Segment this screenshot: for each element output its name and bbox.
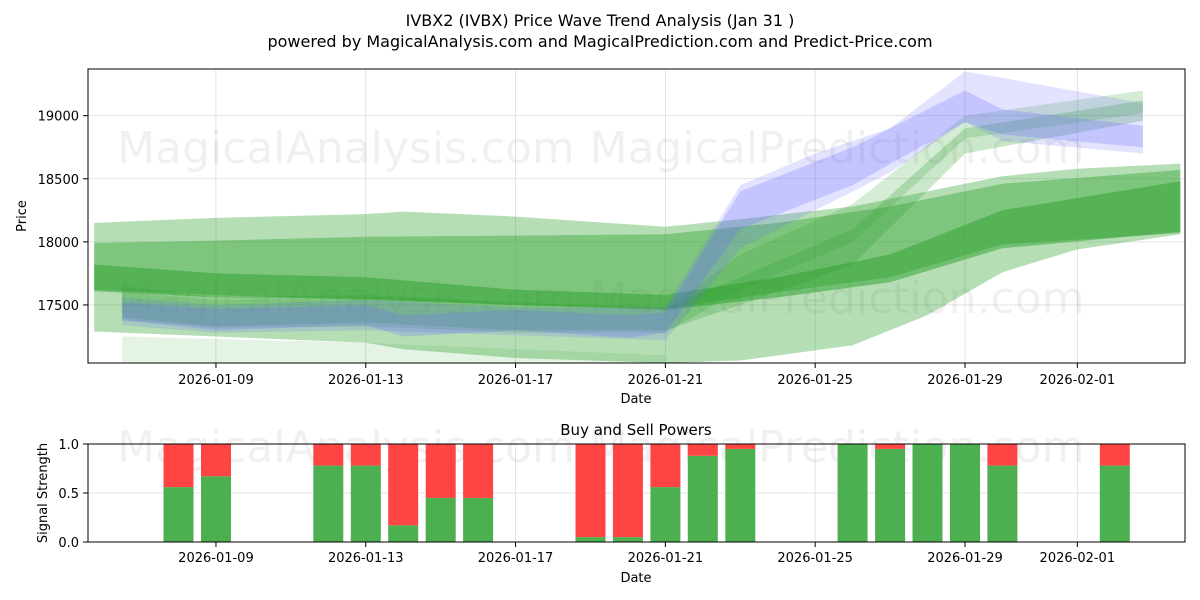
sell-bar — [987, 444, 1018, 466]
buy-bar — [163, 487, 194, 542]
buy-bar — [350, 465, 381, 542]
signal-y-tick-label: 0.0 — [58, 536, 79, 551]
watermark-2: MagicalPrediction.com — [590, 123, 1085, 174]
price-y-tick-label: 18500 — [38, 173, 79, 188]
buy-bar — [388, 525, 419, 542]
price-x-tick-label: 2026-01-25 — [777, 373, 853, 388]
sell-bar — [163, 444, 194, 488]
chart-title: IVBX2 (IVBX) Price Wave Trend Analysis (… — [406, 11, 795, 30]
wave-band-green-fade — [122, 336, 666, 363]
buy-bar — [987, 465, 1018, 542]
price-axes-frame — [87, 68, 1186, 364]
price-y-ticks: 17500 18000 18500 19000 — [38, 110, 88, 314]
wave-band-green-rise-1 — [122, 100, 1143, 331]
sell-bar — [687, 444, 718, 456]
buy-bar — [837, 444, 868, 542]
wave-band-blue-wave-1 — [122, 90, 1143, 338]
signal-x-tick-label: 2026-01-13 — [328, 551, 404, 566]
buy-bar — [725, 448, 756, 542]
sell-bar — [1099, 444, 1130, 466]
wave-band-green-wave-mid — [94, 169, 1181, 309]
price-grid — [88, 69, 1185, 363]
sell-bar — [201, 444, 231, 477]
buy-bar — [463, 497, 494, 542]
sell-bar — [313, 444, 344, 466]
signal-x-tick-label: 2026-01-09 — [178, 551, 254, 566]
chart-subtitle: powered by MagicalAnalysis.com and Magic… — [267, 32, 932, 51]
sell-bar — [612, 444, 643, 538]
price-x-tick-label: 2026-01-29 — [927, 373, 1003, 388]
sell-bar — [463, 444, 494, 498]
price-y-tick-label: 19000 — [38, 110, 79, 125]
price-y-label: Price — [15, 200, 30, 232]
buy-bar — [201, 476, 231, 542]
signal-x-tick-label: 2026-01-29 — [927, 551, 1003, 566]
wave-band-green-rise-2 — [122, 90, 1143, 333]
sell-bar — [388, 444, 419, 526]
price-x-tick-label: 2026-01-09 — [178, 373, 254, 388]
signal-x-tick-label: 2026-02-01 — [1040, 551, 1116, 566]
price-y-tick-label: 18000 — [38, 236, 79, 251]
sell-bar — [725, 444, 756, 449]
sell-bar — [875, 444, 906, 449]
buy-bar — [650, 487, 681, 542]
signal-x-tick-label: 2026-01-21 — [628, 551, 704, 566]
watermark-1: MagicalAnalysis.com — [117, 123, 575, 174]
sell-bar — [575, 444, 606, 538]
price-x-ticks: 2026-01-09 2026-01-13 2026-01-17 2026-01-21… — [178, 363, 1115, 388]
wave-band-green-wave-wide — [94, 163, 1181, 363]
wave-band-blue-wave-2 — [122, 71, 1143, 341]
price-x-label: Date — [620, 392, 651, 407]
wave-band-green-wave-core — [94, 181, 1181, 310]
signal-x-label: Date — [620, 571, 651, 586]
signal-title: Buy and Sell Powers — [560, 421, 712, 439]
sell-bar — [650, 444, 681, 488]
signal-panel: Buy and Sell Powers MagicalAnalysis.com … — [36, 421, 1186, 586]
signal-x-tick-label: 2026-01-17 — [478, 551, 554, 566]
price-x-tick-label: 2026-01-21 — [628, 373, 704, 388]
buy-bar — [313, 465, 344, 542]
price-x-tick-label: 2026-01-17 — [478, 373, 554, 388]
buy-bar — [612, 537, 643, 542]
signal-y-tick-label: 1.0 — [58, 438, 79, 453]
buy-bar — [875, 448, 906, 542]
price-x-tick-label: 2026-02-01 — [1040, 373, 1116, 388]
signal-y-ticks: 0.0 0.5 1.0 — [58, 438, 88, 551]
price-panel: MagicalAnalysis.com MagicalPrediction.co… — [15, 68, 1186, 407]
signal-x-tick-label: 2026-01-25 — [777, 551, 853, 566]
buy-bar — [950, 444, 980, 542]
signal-y-tick-label: 0.5 — [58, 487, 79, 502]
buy-bar — [687, 455, 718, 542]
price-x-tick-label: 2026-01-13 — [328, 373, 404, 388]
wave-bands — [94, 71, 1181, 363]
buy-bar — [1099, 465, 1130, 542]
price-y-tick-label: 17500 — [38, 299, 79, 314]
sell-bar — [350, 444, 381, 466]
sell-bar — [425, 444, 456, 498]
buy-bar — [425, 497, 456, 542]
buy-bar — [575, 537, 606, 542]
signal-y-label: Signal Strength — [36, 443, 51, 543]
buy-bar — [912, 444, 943, 542]
signal-x-ticks: 2026-01-09 2026-01-13 2026-01-17 2026-01-21… — [178, 542, 1115, 566]
signal-bars — [163, 444, 1130, 542]
